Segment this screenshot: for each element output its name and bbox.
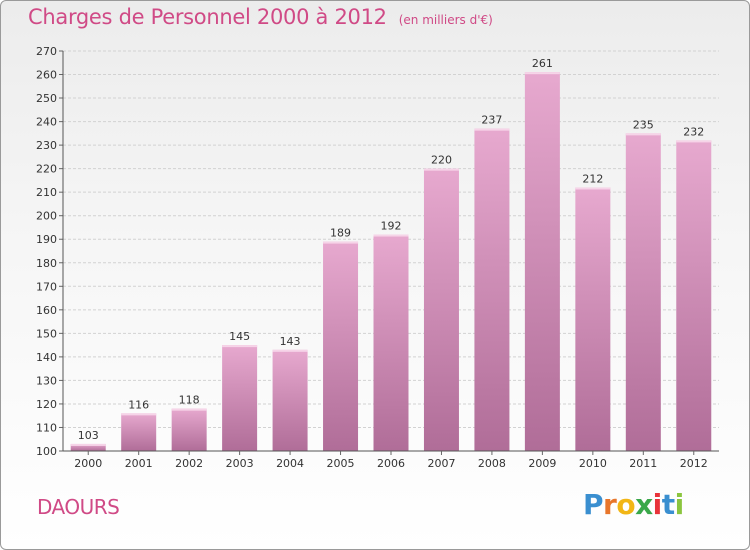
bar-2012	[676, 140, 711, 451]
x-tick-label: 2002	[175, 457, 203, 470]
bar-2009	[525, 72, 560, 451]
y-tick-label: 170	[36, 280, 57, 293]
bar-2003	[222, 345, 257, 451]
value-label: 212	[582, 172, 603, 185]
bar-2008	[474, 129, 509, 451]
y-tick-label: 200	[36, 210, 57, 223]
bar-highlight	[424, 169, 459, 171]
y-tick-label: 130	[36, 374, 57, 387]
value-label: 261	[532, 57, 553, 70]
bar-2005	[323, 242, 358, 451]
bar-2011	[626, 133, 661, 451]
value-label: 192	[381, 220, 402, 233]
bar-2006	[374, 235, 409, 451]
bar-highlight	[525, 72, 560, 74]
bar-highlight	[676, 140, 711, 142]
x-tick-label: 2010	[579, 457, 607, 470]
value-label: 143	[280, 335, 301, 348]
x-tick-label: 2004	[276, 457, 304, 470]
x-tick-label: 2003	[226, 457, 254, 470]
value-label: 220	[431, 154, 452, 167]
bar-2002	[172, 409, 207, 451]
x-tick-label: 2001	[125, 457, 153, 470]
logo-letter: i	[675, 488, 684, 521]
value-label: 237	[481, 114, 502, 127]
x-tick-label: 2008	[478, 457, 506, 470]
bar-highlight	[626, 133, 661, 135]
value-label: 189	[330, 227, 351, 240]
bar-highlight	[222, 345, 257, 347]
bar-2010	[575, 187, 610, 451]
y-tick-label: 100	[36, 445, 57, 458]
bar-highlight	[323, 242, 358, 244]
y-tick-label: 180	[36, 257, 57, 270]
value-label: 103	[78, 429, 99, 442]
y-tick-label: 120	[36, 398, 57, 411]
y-tick-label: 230	[36, 139, 57, 152]
bar-highlight	[172, 409, 207, 411]
y-tick-label: 260	[36, 69, 57, 82]
y-tick-label: 250	[36, 92, 57, 105]
value-label: 232	[683, 125, 704, 138]
x-tick-label: 2009	[528, 457, 556, 470]
commune-name: DAOURS	[37, 495, 119, 519]
value-label: 116	[128, 398, 149, 411]
x-tick-label: 2006	[377, 457, 405, 470]
bars	[71, 72, 712, 451]
bar-2004	[273, 350, 308, 451]
bar-2001	[121, 413, 156, 451]
value-label: 235	[633, 118, 654, 131]
logo-letter: r	[603, 488, 616, 521]
proxiti-logo: Proxiti	[583, 488, 684, 521]
x-tick-label: 2011	[629, 457, 657, 470]
logo-letter: t	[662, 488, 675, 521]
bar-highlight	[575, 187, 610, 189]
y-tick-label: 160	[36, 304, 57, 317]
value-label: 118	[179, 394, 200, 407]
y-tick-label: 110	[36, 421, 57, 434]
y-tick-label: 270	[36, 45, 57, 58]
x-tick-label: 2012	[680, 457, 708, 470]
y-tick-label: 190	[36, 233, 57, 246]
bar-highlight	[273, 350, 308, 352]
bar-highlight	[474, 129, 509, 131]
y-tick-label: 210	[36, 186, 57, 199]
bar-2007	[424, 169, 459, 451]
x-tick-label: 2005	[327, 457, 355, 470]
y-tick-label: 240	[36, 116, 57, 129]
logo-letter: x	[635, 488, 653, 521]
bar-highlight	[374, 235, 409, 237]
bar-highlight	[71, 444, 106, 446]
y-tick-label: 140	[36, 351, 57, 364]
x-tick-label: 2000	[74, 457, 102, 470]
logo-letter: o	[616, 488, 635, 521]
value-label: 145	[229, 330, 250, 343]
logo-letter: P	[583, 488, 603, 521]
y-tick-label: 150	[36, 327, 57, 340]
y-tick-label: 220	[36, 163, 57, 176]
bar-highlight	[121, 413, 156, 415]
x-tick-label: 2007	[427, 457, 455, 470]
logo-letter: i	[653, 488, 662, 521]
